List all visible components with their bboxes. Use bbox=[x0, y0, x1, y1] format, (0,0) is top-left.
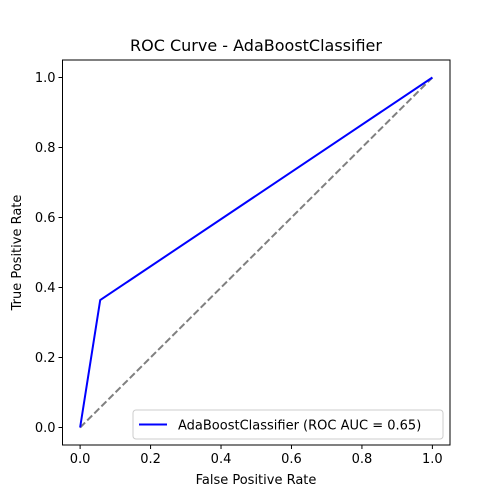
y-tick-label: 0.0 bbox=[35, 421, 56, 436]
y-axis-label: True Positive Rate bbox=[10, 195, 25, 312]
plot-area bbox=[62, 59, 451, 446]
y-tick-label: 0.6 bbox=[35, 211, 56, 226]
chart-title: ROC Curve - AdaBoostClassifier bbox=[130, 36, 382, 55]
y-axis: 0.0 0.2 0.4 0.6 0.8 1.0 bbox=[35, 71, 63, 436]
roc-curve-line bbox=[79, 76, 433, 428]
x-axis-label: False Positive Rate bbox=[196, 473, 317, 488]
x-tick-label: 0.0 bbox=[70, 452, 91, 467]
y-tick-label: 0.4 bbox=[35, 281, 56, 296]
x-tick-label: 0.2 bbox=[140, 452, 161, 467]
x-axis: 0.0 0.2 0.4 0.6 0.8 1.0 bbox=[70, 445, 443, 467]
legend: AdaBoostClassifier (ROC AUC = 0.65) bbox=[132, 409, 444, 440]
x-tick-label: 0.8 bbox=[352, 452, 373, 467]
legend-entry-label: AdaBoostClassifier (ROC AUC = 0.65) bbox=[178, 419, 421, 434]
series-lines bbox=[79, 76, 434, 429]
legend-box bbox=[132, 409, 444, 440]
chance-reference-line bbox=[79, 76, 434, 429]
y-tick-label: 0.2 bbox=[35, 351, 56, 366]
x-tick-label: 0.4 bbox=[211, 452, 232, 467]
x-tick-label: 0.6 bbox=[281, 452, 302, 467]
y-tick-label: 1.0 bbox=[35, 71, 56, 86]
plot-frame bbox=[62, 59, 451, 446]
y-tick-label: 0.8 bbox=[35, 141, 56, 156]
x-tick-label: 1.0 bbox=[422, 452, 443, 467]
